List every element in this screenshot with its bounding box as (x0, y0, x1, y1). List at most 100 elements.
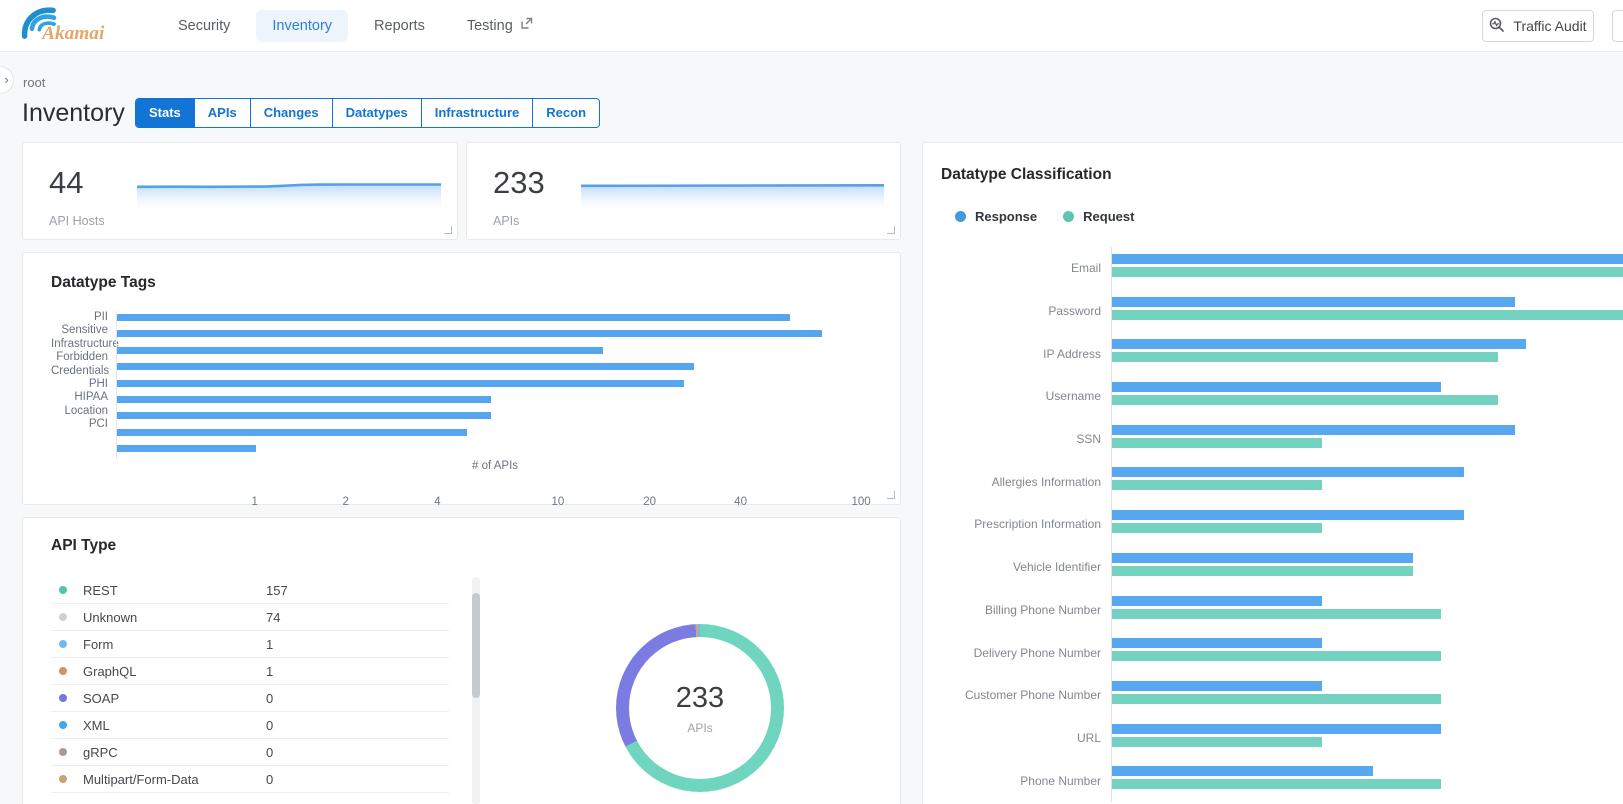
dc-category-label: Delivery Phone Number (941, 631, 1111, 674)
dc-bar-response (1112, 553, 1413, 563)
dc-bar-request (1112, 609, 1441, 619)
api-type-row[interactable]: REST157 (51, 577, 449, 604)
api-type-dot (59, 640, 67, 648)
dc-bar-request (1112, 651, 1441, 661)
dc-bar-request (1112, 310, 1623, 320)
dt-bar-hipaa (117, 412, 491, 419)
dc-bar-request (1112, 267, 1623, 277)
dt-category-label: PII (51, 311, 116, 324)
apis-value: 233 (493, 165, 567, 201)
response-legend-dot (955, 211, 966, 222)
dc-labels: EmailPasswordIP AddressUsernameSSNAllerg… (941, 247, 1111, 802)
dt-category-label: PHI (51, 378, 116, 391)
sidebar-expand-chevron[interactable]: › (0, 66, 14, 94)
dc-row (1112, 503, 1623, 546)
donut-total-label: APIs (687, 721, 712, 735)
tab-apis[interactable]: APIs (194, 99, 250, 127)
api-type-count: 1 (266, 637, 273, 652)
dt-bar-location (117, 429, 467, 436)
dc-category-label: Customer Phone Number (941, 674, 1111, 717)
dc-category-label: Phone Number (941, 759, 1111, 802)
tab-changes[interactable]: Changes (250, 99, 332, 127)
api-type-title: API Type (51, 537, 116, 555)
api-type-name: gRPC (83, 745, 266, 760)
dt-category-label: Credentials (51, 365, 116, 378)
dc-category-label: Password (941, 290, 1111, 333)
api-type-name: REST (83, 583, 266, 598)
card-resize-grip[interactable] (887, 226, 895, 234)
api-type-row[interactable]: Multipart/Form-Data0 (51, 766, 449, 793)
dt-bar-pci (117, 445, 256, 452)
api-type-name: GraphQL (83, 664, 266, 679)
dc-legend: Response Request (955, 209, 1134, 224)
api-type-scrollbar[interactable] (472, 577, 480, 804)
dc-bar-response (1112, 681, 1322, 691)
datatype-tags-title: Datatype Tags (51, 274, 156, 292)
nav-item-testing[interactable]: Testing (451, 9, 549, 42)
tab-recon[interactable]: Recon (532, 99, 599, 127)
dc-bar-request (1112, 566, 1413, 576)
nav-item-reports[interactable]: Reports (358, 10, 441, 42)
api-type-name: Form (83, 637, 266, 652)
tab-infrastructure[interactable]: Infrastructure (421, 99, 533, 127)
dc-bar-response (1112, 425, 1515, 435)
external-link-icon (520, 17, 533, 34)
inventory-tabs: StatsAPIsChangesDatatypesInfrastructureR… (135, 98, 600, 128)
dc-category-label: Username (941, 375, 1111, 418)
nav-item-security[interactable]: Security (162, 10, 246, 42)
dc-category-label: Billing Phone Number (941, 589, 1111, 632)
dc-bar-response (1112, 596, 1322, 606)
dc-bar-response (1112, 339, 1526, 349)
api-type-dot (59, 667, 67, 675)
api-type-dot (59, 748, 67, 756)
datatype-classification-chart: EmailPasswordIP AddressUsernameSSNAllerg… (941, 247, 1623, 802)
request-legend-label: Request (1083, 209, 1134, 224)
tab-datatypes[interactable]: Datatypes (332, 99, 421, 127)
tab-stats[interactable]: Stats (136, 99, 194, 127)
legend-item-request[interactable]: Request (1063, 209, 1134, 224)
dc-bar-response (1112, 254, 1623, 264)
nav-item-inventory[interactable]: Inventory (256, 10, 348, 42)
dc-plot (1111, 247, 1623, 802)
dc-row (1112, 546, 1623, 589)
page-title: Inventory (22, 99, 125, 128)
dc-bar-response (1112, 510, 1464, 520)
nav-label-reports: Reports (374, 18, 425, 34)
api-type-row[interactable]: Form1 (51, 631, 449, 658)
dc-bar-response (1112, 382, 1441, 392)
api-type-row[interactable]: GraphQL1 (51, 658, 449, 685)
stat-card-api-hosts: 44 API Hosts (22, 142, 458, 240)
api-type-row[interactable]: XML0 (51, 712, 449, 739)
legend-item-response[interactable]: Response (955, 209, 1037, 224)
dt-x-tick: 20 (643, 496, 656, 508)
dt-category-label: Infrastructure (51, 338, 116, 351)
card-resize-grip[interactable] (887, 491, 895, 499)
clipped-toolbar-button[interactable] (1612, 10, 1623, 42)
api-type-row[interactable]: gRPC0 (51, 739, 449, 766)
response-legend-label: Response (975, 209, 1037, 224)
akamai-logo[interactable]: Akamai (20, 5, 112, 47)
traffic-audit-icon (1489, 17, 1505, 36)
scrollbar-thumb[interactable] (472, 593, 480, 698)
api-type-count: 0 (266, 772, 273, 787)
api-type-row[interactable]: Unknown74 (51, 604, 449, 631)
traffic-audit-button[interactable]: Traffic Audit (1482, 10, 1594, 42)
datatype-classification-title: Datatype Classification (941, 166, 1112, 184)
nav-label-inventory: Inventory (272, 18, 332, 34)
datatype-tags-card: Datatype Tags PIISensitiveInfrastructure… (22, 252, 901, 505)
dt-category-label: Location (51, 405, 116, 418)
dt-x-axis-ticks: 124102040100 (116, 496, 874, 512)
api-type-legend-list: REST157Unknown74Form1GraphQL1SOAP0XML0gR… (51, 577, 449, 793)
api-type-name: XML (83, 718, 266, 733)
dc-category-label: Vehicle Identifier (941, 546, 1111, 589)
api-type-row[interactable]: SOAP0 (51, 685, 449, 712)
api-hosts-sparkline (137, 171, 441, 225)
dt-plot (116, 311, 874, 459)
dc-bar-response (1112, 467, 1464, 477)
card-resize-grip[interactable] (444, 226, 452, 234)
top-navigation-bar: Akamai Security Inventory Reports Testin… (0, 0, 1623, 52)
dt-category-label: Forbidden (51, 351, 116, 364)
dt-category-label: PCI (51, 418, 116, 431)
api-type-dot (59, 613, 67, 621)
dc-bar-request (1112, 480, 1322, 490)
